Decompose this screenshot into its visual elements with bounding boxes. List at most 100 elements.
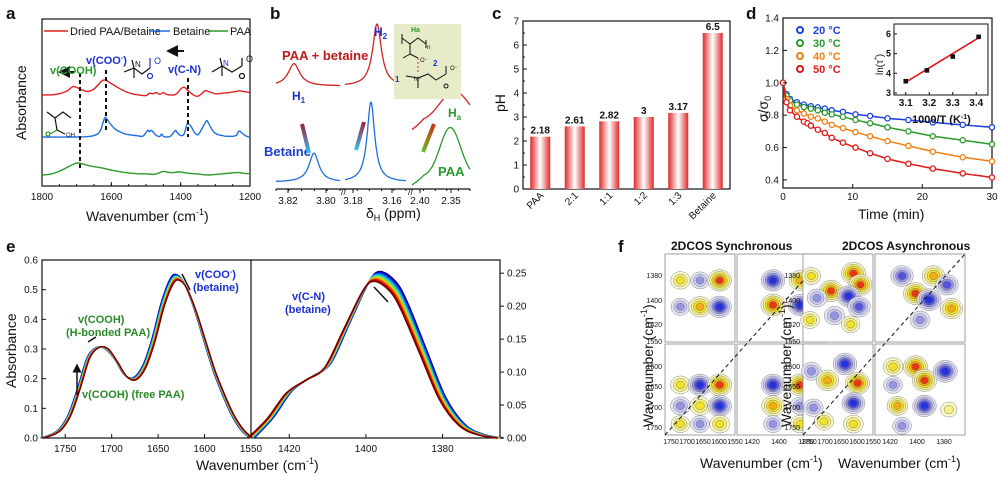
data-point-50c bbox=[905, 160, 912, 167]
category-label: 1:3 bbox=[667, 190, 685, 208]
sync-y-tick-label: 1650 bbox=[646, 384, 662, 391]
panel-e: e 1750 1700 1650 1600 1550 1420 1400 1380 0.0 0.1… bbox=[3, 237, 527, 473]
x-tick-label: 3.18 bbox=[343, 196, 363, 207]
inset-2: 2 bbox=[433, 59, 438, 68]
label-h2: H2 bbox=[374, 25, 388, 41]
inset-data-point bbox=[976, 34, 981, 40]
sync-x-tick-label: 1420 bbox=[744, 439, 760, 446]
legend-label: 30 °C bbox=[813, 38, 841, 50]
async-contour-31-4 bbox=[920, 402, 929, 410]
data-point-20c bbox=[905, 116, 912, 124]
panel-label-f: f bbox=[618, 237, 624, 256]
sync-contour-13-2 bbox=[675, 401, 685, 410]
panel-a-series bbox=[41, 79, 251, 176]
inset-x-tick-label: 3.4 bbox=[969, 98, 983, 109]
series-line-dried-paa-betaine bbox=[41, 79, 251, 98]
shift-arrow-hbonded bbox=[87, 336, 97, 343]
async-contour-14-3 bbox=[942, 280, 952, 289]
sync-y-tick-label: 1420 bbox=[646, 322, 662, 329]
series-line-paa bbox=[41, 162, 251, 176]
async-x-tick-label: 1750 bbox=[801, 439, 817, 446]
data-point-30c bbox=[852, 116, 859, 124]
y-tick-label: 0 bbox=[513, 185, 519, 196]
complex-structure-inset: Ha n 2 1 O⁻ N⁺ O⁻ bbox=[394, 24, 461, 99]
sync-contour-6-4 bbox=[769, 276, 777, 285]
data-point-40c bbox=[839, 124, 847, 132]
spectrum-right-8 bbox=[249, 277, 499, 439]
annotation-hbonded-1: v(COOH) bbox=[78, 314, 125, 326]
async-contour-32-1 bbox=[943, 405, 954, 415]
data-point-50c bbox=[793, 113, 801, 121]
async-contour-8-2 bbox=[805, 316, 815, 324]
sync-contour-12-4 bbox=[715, 381, 724, 389]
inset-y-tick-label: 5 bbox=[886, 49, 891, 59]
inset-y-tick-label: 3 bbox=[886, 88, 891, 98]
sync-x-tick-label: 1700 bbox=[679, 439, 695, 446]
y-tick-label: 7 bbox=[513, 17, 519, 28]
inset-ha: Ha bbox=[411, 27, 420, 34]
y-tick-label: 5 bbox=[513, 65, 519, 76]
spectrum-right-7 bbox=[249, 276, 500, 439]
async-contour-33-2 bbox=[897, 422, 907, 430]
y-tick-label: 2 bbox=[513, 137, 519, 148]
sync-y-tick-label: 1700 bbox=[646, 405, 662, 412]
spectrum-right-11 bbox=[247, 280, 498, 439]
data-point-30c bbox=[988, 141, 996, 148]
data-point-40c bbox=[929, 148, 937, 155]
x-tick-label: 1550 bbox=[240, 444, 263, 455]
async-contour-6-4 bbox=[844, 292, 853, 300]
sync-y-tick-label: 1400 bbox=[646, 298, 662, 305]
sync-contour-4-3 bbox=[695, 302, 705, 311]
async-contour-26-4 bbox=[911, 363, 920, 371]
panel-f: f 2DCOS Synchronous 2DCOS Asynchronous 1… bbox=[618, 237, 971, 471]
sync-contour-11-4 bbox=[696, 381, 704, 389]
annotation-coo-1: v(COO-) bbox=[195, 269, 236, 281]
legend-label: 40 °C bbox=[813, 51, 841, 63]
async-xlabel: Wavenumber (cm-1) bbox=[838, 454, 961, 471]
x-tick-label: 1420 bbox=[278, 444, 301, 455]
panel-d-inset: 3.1 3.2 3.3 3.4 3 4 5 6 1000/T (K-1) ln(τ*) bbox=[874, 23, 989, 126]
panel-a-xlabel: Wavenumber (cm-1) bbox=[86, 207, 209, 224]
spectrum-right-6 bbox=[250, 276, 500, 439]
x-tick-label: 20 bbox=[917, 192, 929, 203]
data-point-30c bbox=[959, 136, 966, 144]
annotation-hbonded-2: (H-bonded PAA) bbox=[66, 327, 150, 339]
inset-frame bbox=[893, 23, 989, 96]
panel-a: a 1800 1600 1400 1200 Dried PAA/Betaine Bet… bbox=[6, 4, 262, 224]
y-tick-label: 0.4 bbox=[765, 175, 779, 186]
sync-x-tick-label: 1650 bbox=[695, 439, 711, 446]
panel-label-c: c bbox=[492, 4, 501, 23]
spectrum-right-3 bbox=[251, 273, 502, 439]
panel-e-xlabel: Wavenumber (cm-1) bbox=[196, 456, 319, 473]
legend-marker bbox=[796, 52, 804, 60]
x-tick-label: 3.80 bbox=[316, 196, 336, 207]
y-tick-label: 0.0 bbox=[24, 434, 38, 445]
nmr-line-paa-betaine-seg0 bbox=[275, 63, 340, 87]
y-tick-label: 3 bbox=[513, 113, 519, 124]
data-point-40c bbox=[821, 118, 829, 125]
data-point-50c bbox=[828, 134, 836, 142]
panel-c-ticks: 0 1 2 3 4 5 6 7 bbox=[513, 17, 527, 196]
data-point-50c bbox=[821, 129, 829, 137]
async-x-tick-label: 1700 bbox=[817, 439, 833, 446]
inset-n-plus: N⁺ bbox=[414, 76, 422, 83]
axis-break-2: // bbox=[408, 187, 414, 197]
panel-e-frame bbox=[41, 259, 501, 439]
shift-arrow-cn bbox=[373, 286, 389, 303]
inset-ylabel: ln(τ*) bbox=[874, 54, 886, 75]
spectrum-right-4 bbox=[251, 274, 501, 439]
data-point-50c bbox=[786, 107, 794, 114]
bar-betaine bbox=[702, 33, 723, 189]
inset-data-point bbox=[924, 68, 930, 73]
data-point-50c bbox=[988, 174, 996, 181]
inset-fit-line bbox=[905, 37, 980, 83]
inset-data-point bbox=[950, 54, 956, 59]
legend-marker bbox=[796, 26, 804, 34]
legend-marker bbox=[796, 65, 804, 73]
sync-contour-14-2 bbox=[695, 401, 705, 411]
label-paa: PAA bbox=[438, 164, 465, 179]
inset-xlabel: 1000/T (K-1) bbox=[912, 114, 971, 126]
async-x-tick-label: 1550 bbox=[865, 439, 881, 446]
panel-label-a: a bbox=[6, 4, 16, 23]
